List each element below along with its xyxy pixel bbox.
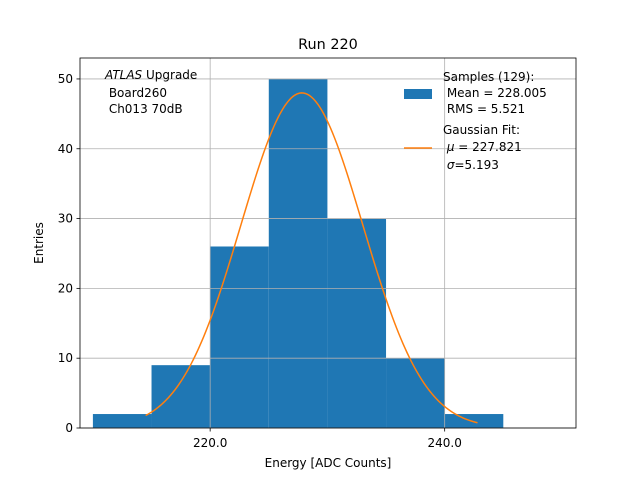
mu-symbol: μ [446, 140, 455, 154]
y-tick-label: 0 [65, 421, 73, 435]
legend-fit-line-3: σ=5.193 [443, 158, 499, 172]
annotation-text: ATLAS Upgrade Board260 Ch013 70dB [104, 68, 197, 116]
legend-fit-line-2: μ = 227.821 [443, 140, 522, 154]
x-tick-label: 240.0 [427, 436, 461, 450]
histogram-bar [268, 78, 328, 429]
plot-frame [79, 57, 577, 429]
y-tick-label: 40 [58, 142, 73, 156]
annotation-atlas: ATLAS [104, 68, 143, 82]
chart-title: Run 220 [298, 37, 358, 53]
gaussian-fit-curve [145, 92, 478, 424]
legend-fit-sigma-value: =5.193 [454, 158, 498, 172]
histogram-bar [444, 414, 504, 428]
histogram-bars [92, 78, 504, 429]
annotation-line-1: ATLAS Upgrade [104, 68, 197, 82]
legend-samples-patch [404, 89, 432, 99]
x-tick-label: 220.0 [193, 436, 227, 450]
y-axis-label: Entries [32, 222, 46, 264]
annotation-line-2: Board260 [105, 86, 167, 100]
y-tick-label: 20 [58, 281, 73, 295]
y-tick-label: 10 [58, 351, 73, 365]
histogram-bar [151, 365, 211, 428]
histogram-bar [210, 246, 269, 428]
sigma-symbol: σ [447, 158, 455, 172]
annotation-line-3: Ch013 70dB [105, 102, 183, 116]
x-axis-ticks: 220.0 240.0 [193, 428, 462, 450]
legend-samples-line-3: RMS = 5.521 [443, 102, 525, 116]
grid-lines [80, 58, 576, 429]
legend-samples-line-1: Samples (129): [443, 70, 534, 84]
annotation-upgrade: Upgrade [142, 68, 197, 82]
x-axis-label: Energy [ADC Counts] [265, 456, 392, 470]
legend: Samples (129): Mean = 228.005 RMS = 5.52… [404, 70, 547, 172]
y-tick-label: 50 [58, 72, 73, 86]
y-axis-ticks: 0 10 20 30 40 50 [58, 72, 80, 435]
histogram-bar [92, 414, 152, 428]
legend-fit-line-1: Gaussian Fit: [443, 123, 520, 137]
y-tick-label: 30 [58, 212, 73, 226]
legend-fit-mu-value: = 227.821 [454, 140, 521, 154]
histogram-bar [327, 218, 387, 428]
legend-samples-line-2: Mean = 228.005 [443, 86, 547, 100]
